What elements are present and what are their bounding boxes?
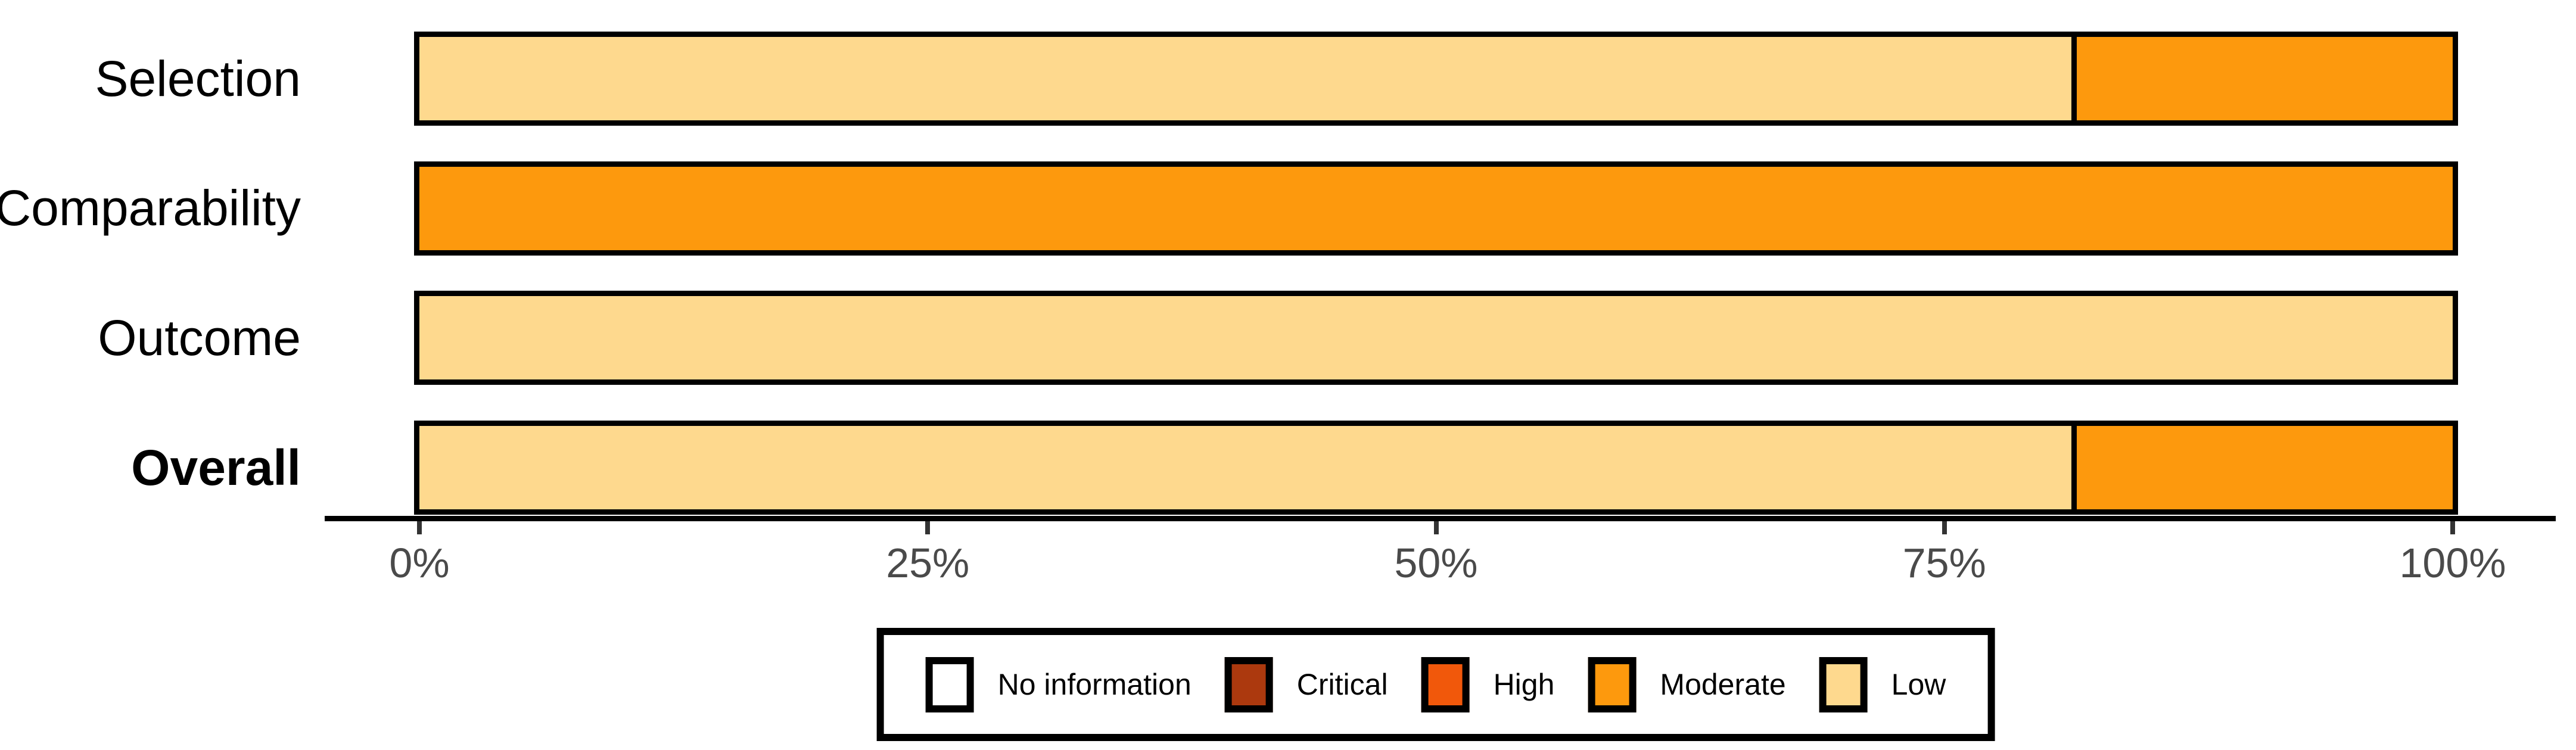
legend-item-low: Low: [1819, 656, 1946, 712]
legend-label: Critical: [1296, 668, 1388, 701]
legend-swatch-critical: [1224, 656, 1273, 712]
segment-moderate: [2071, 37, 2453, 120]
bar-segments: [419, 37, 2453, 120]
bar-overall: [414, 421, 2458, 515]
legend-label: Moderate: [1660, 668, 1786, 701]
bar-segments: [419, 166, 2453, 250]
legend-swatch-no-information: [925, 656, 974, 712]
x-tick-label-100: 100%: [2399, 540, 2506, 586]
legend-swatch-moderate: [1588, 656, 1637, 712]
legend-swatch-high: [1421, 656, 1470, 712]
x-tick-label-50: 50%: [1394, 540, 1478, 586]
legend-label: No information: [997, 668, 1191, 701]
category-label-comparability: Comparability: [0, 180, 301, 236]
category-label-overall: Overall: [131, 439, 301, 496]
legend-label: Low: [1891, 668, 1946, 701]
x-tick-mark-50: [1433, 521, 1439, 534]
bar-segments: [419, 296, 2453, 380]
segment-low: [419, 296, 2453, 380]
legend-item-critical: Critical: [1224, 656, 1388, 712]
legend-item-high: High: [1421, 656, 1555, 712]
segment-low: [419, 37, 2072, 120]
bar-comparability: [414, 161, 2458, 256]
segment-low: [419, 426, 2072, 509]
x-tick-label-75: 75%: [1902, 540, 1986, 586]
category-label-selection: Selection: [95, 50, 301, 107]
x-tick-mark-25: [925, 521, 931, 534]
legend-item-no-information: No information: [925, 656, 1191, 712]
bar-selection: [414, 32, 2458, 126]
category-label-outcome: Outcome: [98, 309, 301, 366]
bar-outcome: [414, 291, 2458, 385]
x-axis-line: [325, 516, 2556, 521]
segment-moderate: [419, 166, 2453, 250]
x-tick-mark-0: [417, 521, 422, 534]
x-tick-mark-100: [2450, 521, 2455, 534]
legend: No information Critical High Moderate Low: [876, 628, 1995, 741]
bar-segments: [419, 426, 2453, 509]
legend-label: High: [1493, 668, 1555, 701]
x-tick-label-25: 25%: [886, 540, 970, 586]
x-tick-label-0: 0%: [389, 540, 450, 586]
legend-swatch-low: [1819, 656, 1868, 712]
x-tick-mark-75: [1942, 521, 1947, 534]
segment-moderate: [2071, 426, 2453, 509]
legend-item-moderate: Moderate: [1588, 656, 1786, 712]
